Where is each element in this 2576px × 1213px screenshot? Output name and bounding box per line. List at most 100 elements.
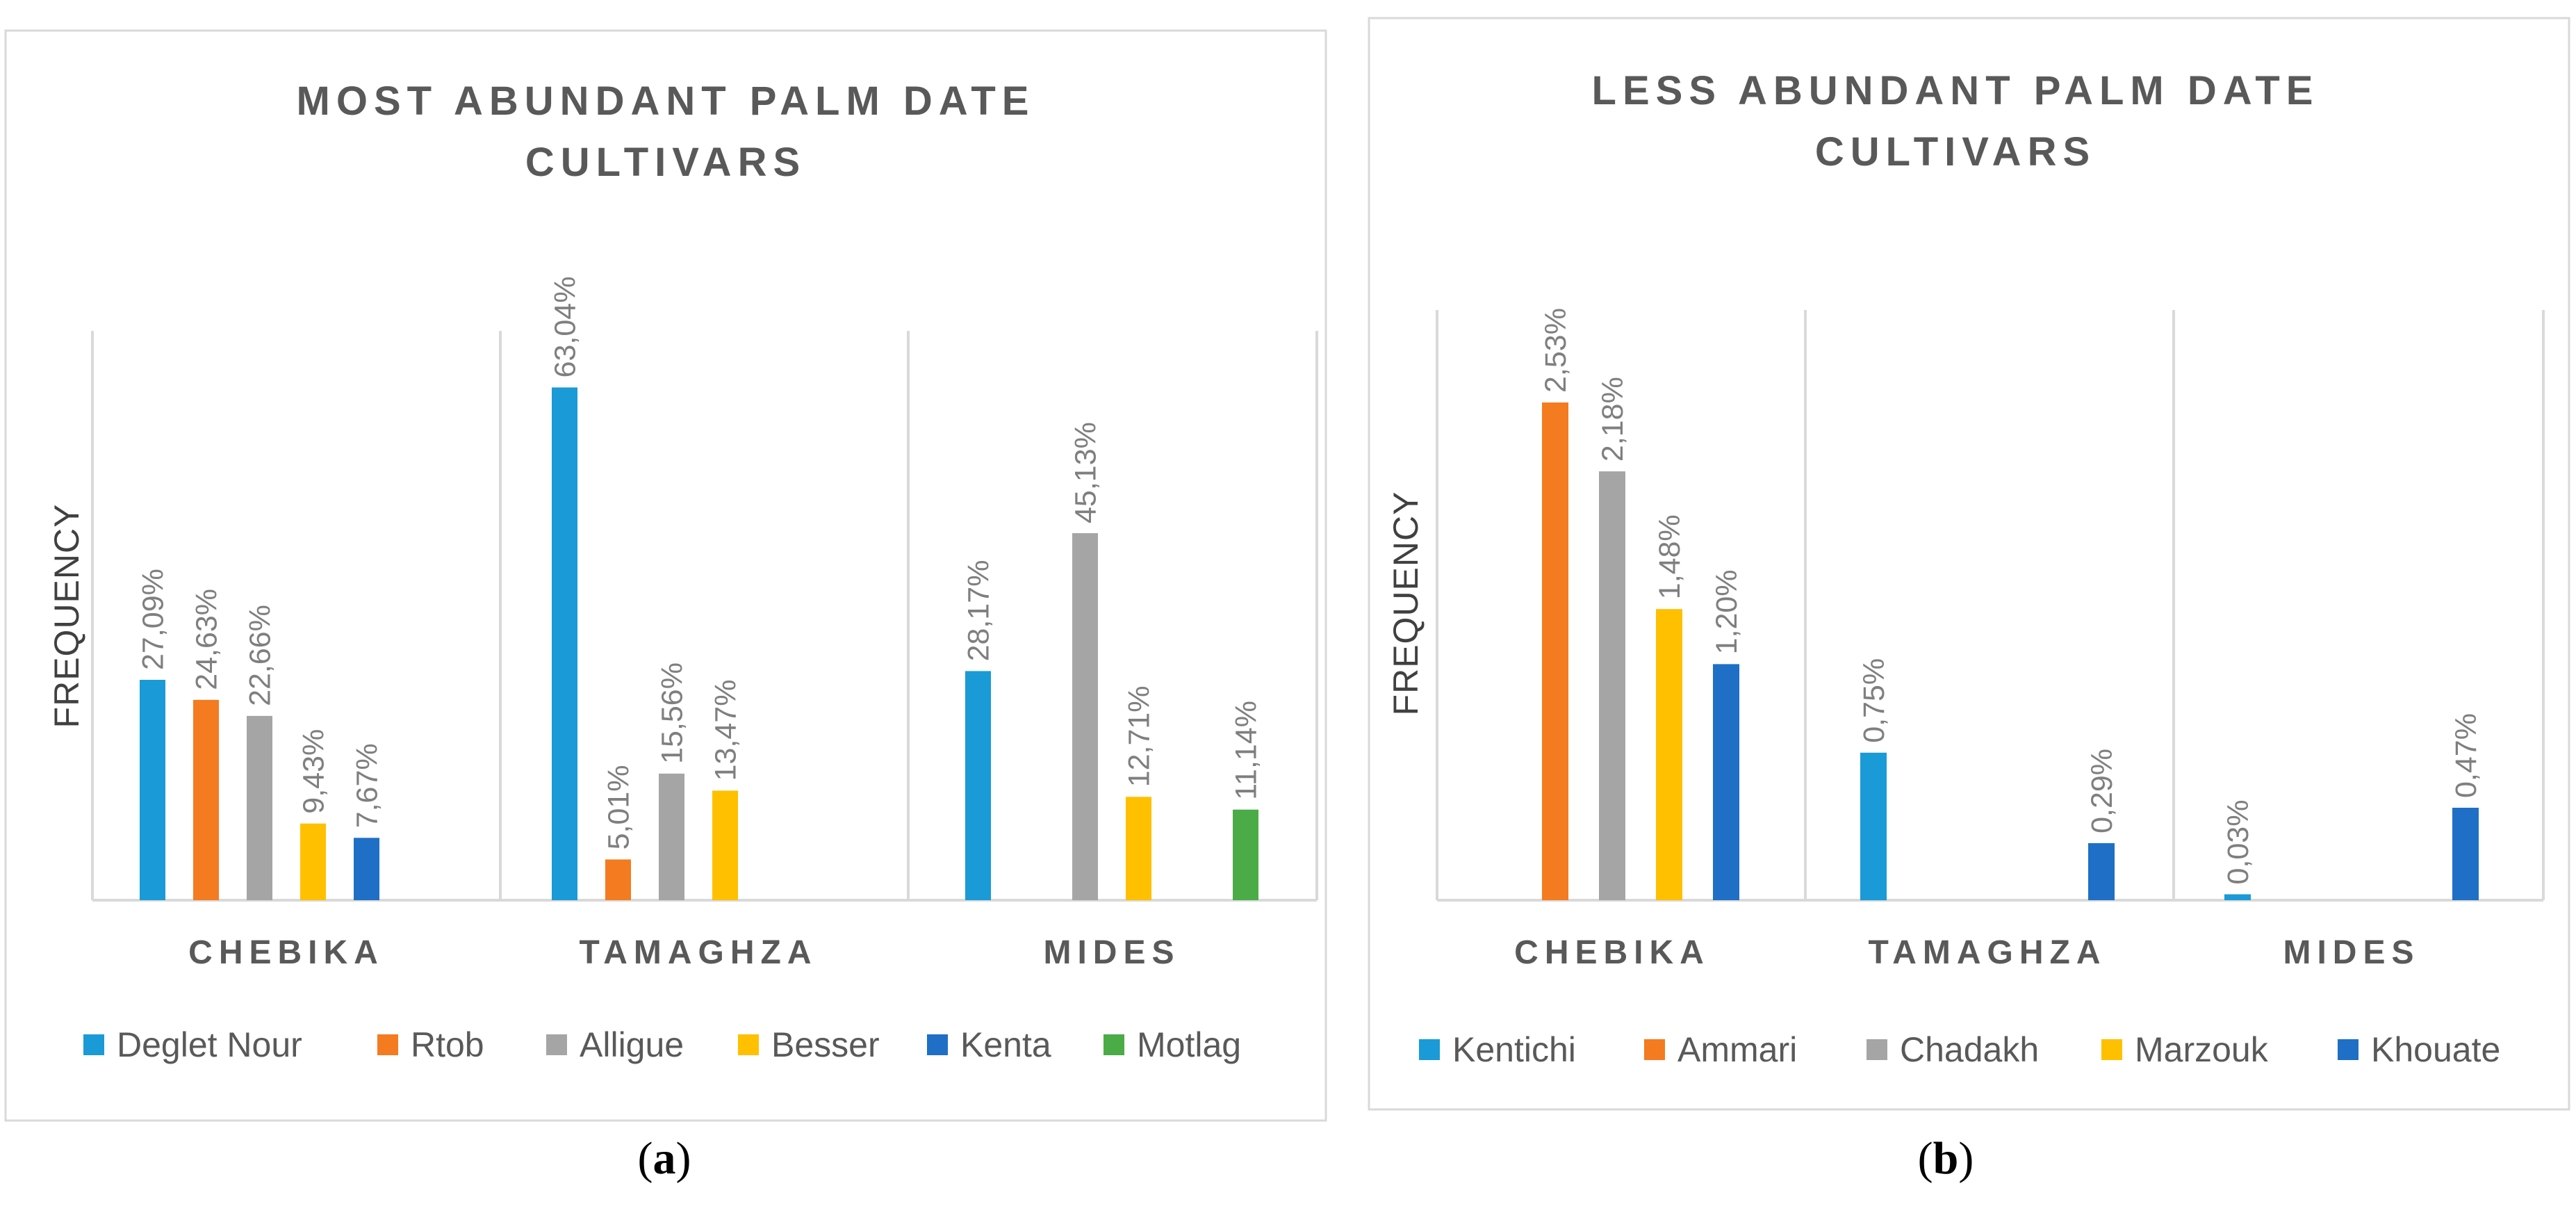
legend-label: Marzouk (2135, 1030, 2269, 1069)
category-tick-label: TAMAGHZA (1868, 934, 2106, 971)
legend-item: Kentichi (1419, 1030, 1576, 1069)
chart-frame (4, 29, 1327, 1122)
legend-label: Khouate (2371, 1030, 2500, 1069)
bar-rtob-tamaghza (605, 859, 631, 900)
data-label: 45,13% (1069, 422, 1103, 523)
category-tick-label: TAMAGHZA (579, 934, 817, 971)
legend-swatch (1867, 1039, 1887, 1060)
legend-swatch (83, 1034, 104, 1055)
legend-label: Motlag (1137, 1025, 1241, 1064)
legend-item: Ammari (1644, 1030, 1797, 1069)
bar-khouate-mides (2452, 808, 2479, 900)
legend-label: Chadakh (1900, 1030, 2039, 1069)
legend-label: Rtob (411, 1025, 484, 1064)
legend-swatch (2101, 1039, 2122, 1060)
bar-kenta-chebika (354, 838, 379, 900)
legend-label: Kentichi (1452, 1030, 1576, 1069)
bar-besser-tamaghza (712, 790, 738, 900)
bar-kentichi-tamaghza (1860, 752, 1887, 901)
bar-khouate-chebika (1713, 664, 1739, 900)
data-label: 15,56% (656, 662, 689, 764)
data-label: 0,29% (2085, 749, 2119, 833)
bar-alligue-tamaghza (659, 773, 684, 900)
category-tick-label: MIDES (2283, 934, 2420, 971)
chart-title-line-1: LESS ABUNDANT PALM DATE (1592, 68, 2320, 113)
legend-label: Ammari (1677, 1030, 1797, 1069)
data-label: 12,71% (1123, 685, 1156, 787)
legend-item: Marzouk (2101, 1030, 2269, 1069)
legend-label: Kenta (960, 1025, 1051, 1064)
legend-swatch (1644, 1039, 1665, 1060)
chart-frame (1368, 17, 2570, 1111)
legend: Kentichi Ammari Chadakh Marzouk Khouate (1419, 1030, 2500, 1069)
legend-swatch (546, 1034, 567, 1055)
chart-panel-less-abundant: LESS ABUNDANT PALM DATE CULTIVARS FREQUE… (1368, 17, 2570, 1111)
category-tick-label: CHEBIKA (1514, 934, 1710, 971)
y-axis-label: FREQUENCY (47, 504, 86, 728)
subfigure-label-b: (b) (1918, 1133, 1974, 1184)
bar-motlag-mides (1233, 809, 1258, 900)
data-label: 1,20% (1710, 569, 1744, 654)
legend-item: Khouate (2338, 1030, 2500, 1069)
legend-item: Besser (738, 1025, 880, 1064)
chart-title-line-2: CULTIVARS (525, 140, 806, 185)
bar-deglet-nour-tamaghza (552, 387, 577, 900)
legend: Deglet Nour Rtob Alligue Besser Kenta Mo… (83, 1025, 1241, 1064)
bar-marzouk-chebika (1656, 609, 1682, 900)
data-label: 0,03% (2222, 800, 2255, 885)
data-label: 11,14% (1230, 701, 1263, 800)
data-label: 7,67% (351, 743, 384, 828)
legend-item: Deglet Nour (83, 1025, 302, 1064)
data-label: 0,47% (2450, 713, 2483, 798)
bar-besser-mides (1126, 797, 1151, 900)
data-label: 63,04% (549, 277, 582, 378)
data-label: 1,48% (1653, 514, 1687, 599)
bar-alligue-chebika (247, 715, 272, 900)
chart-title-line-2: CULTIVARS (1815, 129, 2096, 174)
legend-swatch (1419, 1039, 1440, 1060)
category-tick-label: CHEBIKA (188, 934, 384, 971)
data-label: 5,01% (602, 765, 636, 849)
data-label-group: 2,53% 2,18% 1,48% 1,20% 0,75% 0,29% 0,03% 0,47% (1539, 308, 2483, 884)
data-label: 27,09% (137, 569, 170, 670)
legend-swatch (1104, 1034, 1124, 1055)
data-label: 24,63% (190, 589, 224, 690)
legend-item: Alligue (546, 1025, 684, 1064)
bar-alligue-mides (1072, 533, 1098, 900)
bar-kentichi-mides (2224, 894, 2251, 900)
bar-deglet-nour-mides (965, 671, 991, 900)
legend-swatch (927, 1034, 948, 1055)
legend-label: Besser (771, 1025, 880, 1064)
category-tick-label: MIDES (1043, 934, 1180, 971)
legend-item: Motlag (1104, 1025, 1241, 1064)
data-label-group: 27,09% 24,63% 22,66% 9,43% 7,67% 63,04% 5,01% 1… (137, 277, 1263, 850)
bar-group (140, 387, 1258, 900)
data-label: 22,66% (244, 605, 277, 706)
bar-khouate-tamaghza (2088, 842, 2115, 900)
data-label: 2,18% (1596, 377, 1630, 462)
legend-swatch (2338, 1039, 2358, 1060)
subfigure-label-a: (a) (638, 1133, 691, 1184)
bar-ammari-chebika (1542, 402, 1568, 900)
legend-item: Kenta (927, 1025, 1051, 1064)
legend-item: Chadakh (1867, 1030, 2039, 1069)
bar-rtob-chebika (193, 699, 219, 900)
bar-chadakh-chebika (1599, 471, 1625, 900)
legend-swatch (738, 1034, 759, 1055)
legend-label: Deglet Nour (117, 1025, 302, 1064)
legend-swatch (377, 1034, 398, 1055)
data-label: 28,17% (962, 560, 996, 662)
bar-group (1542, 402, 2479, 901)
data-label: 9,43% (297, 729, 331, 814)
legend-item: Rtob (377, 1025, 484, 1064)
chart-title-line-1: MOST ABUNDANT PALM DATE (297, 79, 1035, 124)
data-label: 2,53% (1539, 308, 1573, 393)
y-axis-label: FREQUENCY (1386, 491, 1425, 716)
legend-label: Alligue (580, 1025, 684, 1064)
data-label: 0,75% (1857, 658, 1891, 743)
data-label: 13,47% (709, 680, 743, 781)
chart-panel-most-abundant: MOST ABUNDANT PALM DATE CULTIVARS FREQUE… (4, 29, 1327, 1122)
bar-deglet-nour-chebika (140, 680, 165, 900)
bar-besser-chebika (300, 823, 326, 900)
